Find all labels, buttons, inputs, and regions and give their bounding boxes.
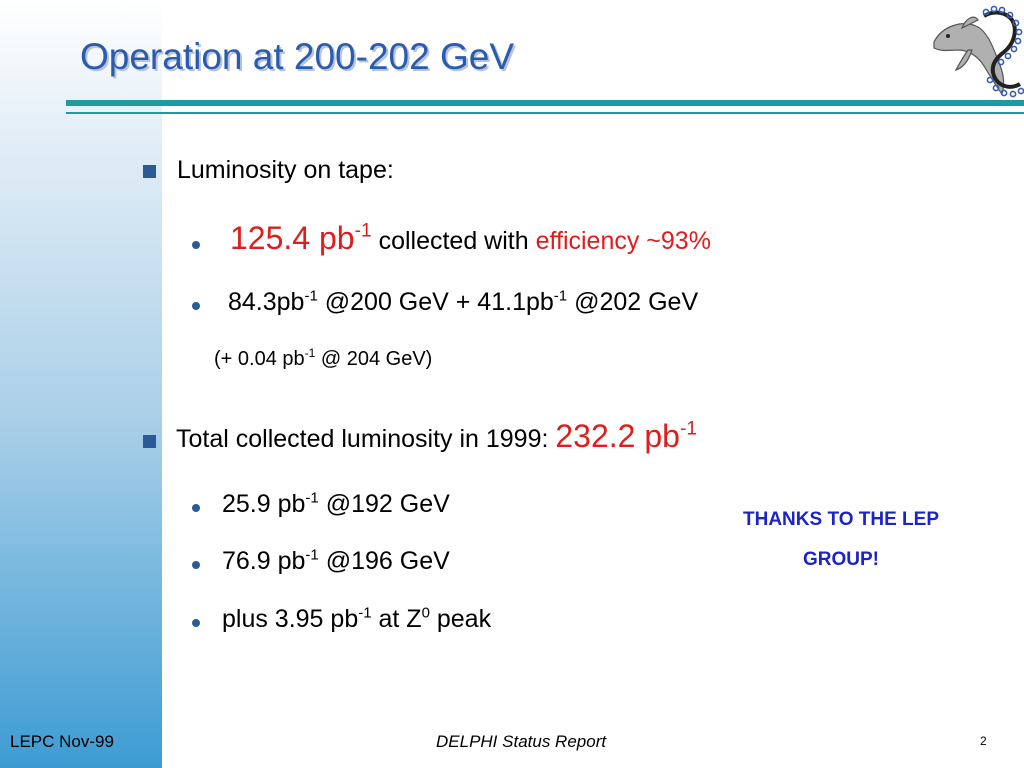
bullet-dot-icon — [192, 561, 200, 569]
sidebar-gradient — [0, 0, 162, 768]
collected-with-text: collected with — [371, 227, 536, 255]
list-item: 25.9 pb-1 @192 GeV — [222, 489, 450, 518]
note-204-gev: (+ 0.04 pb-1 @ 204 GeV) — [214, 346, 433, 370]
delphi-dolphin-logo-icon — [933, 5, 1024, 98]
title-rule-thick — [66, 100, 1024, 106]
list-item: 76.9 pb-1 @196 GeV — [222, 546, 450, 575]
title-rule-thin — [66, 112, 1024, 114]
footer-center: DELPHI Status Report — [436, 732, 607, 751]
total-luminosity-value: 232.2 pb-1 — [555, 418, 697, 454]
bullet-square-icon — [143, 435, 156, 448]
page-number: 2 — [980, 734, 987, 748]
bullet-dot-icon — [192, 504, 200, 512]
bullet-luminosity-on-tape: Luminosity on tape: — [177, 156, 394, 184]
list-item: plus 3.95 pb-1 at Z0 peak — [222, 604, 492, 633]
bullet-dot-icon — [192, 241, 200, 249]
bullet-dot-icon — [192, 302, 200, 310]
efficiency-text: efficiency ~93% — [535, 227, 711, 255]
bullet-square-icon — [143, 165, 156, 178]
sub-bullet-collected: 125.4 pb-1 collected with efficiency ~93… — [230, 220, 711, 256]
footer-left: LEPC Nov-99 — [10, 732, 114, 751]
thanks-note: THANKS TO THE LEP GROUP! — [743, 509, 939, 570]
sub-bullet-energy-breakdown: 84.3pb-1 @200 GeV + 41.1pb-1 @202 GeV — [228, 287, 699, 316]
bullet-total-luminosity: Total collected luminosity in 1999: 232.… — [176, 418, 697, 454]
luminosity-value: 125.4 pb-1 — [230, 220, 372, 256]
slide-title: Operation at 200-202 GeV — [80, 36, 515, 77]
bullet-dot-icon — [192, 619, 200, 627]
